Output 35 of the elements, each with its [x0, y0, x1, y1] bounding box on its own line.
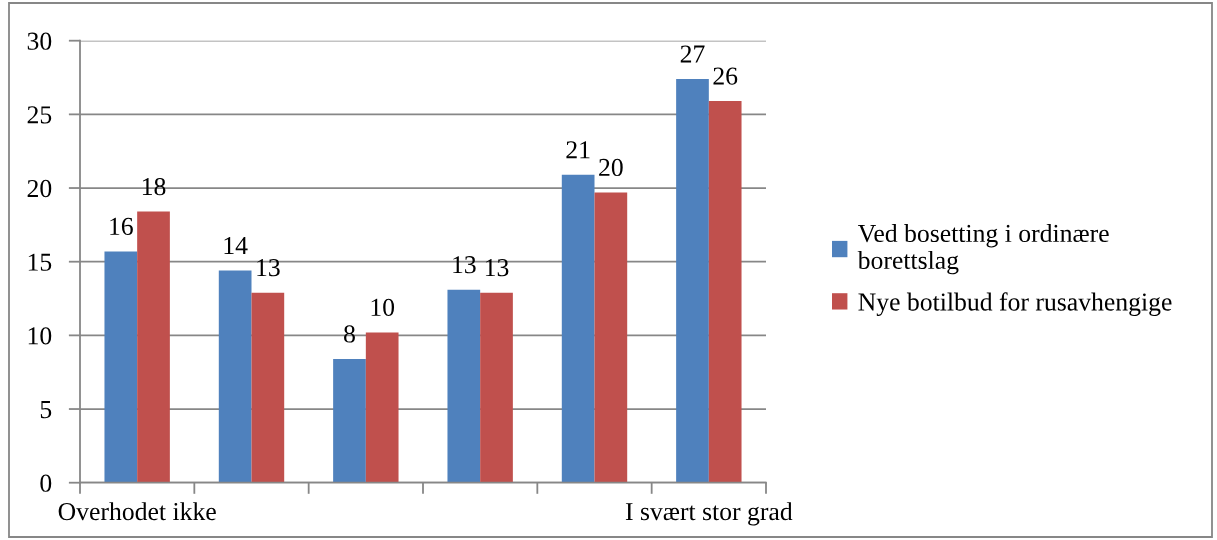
- y-tick-label: 30: [27, 32, 52, 50]
- data-label: 13: [485, 259, 509, 277]
- bar: [561, 174, 595, 483]
- bar: [365, 332, 399, 483]
- y-tick-label: 0: [40, 474, 52, 492]
- bar: [676, 79, 709, 483]
- bar: [137, 211, 170, 483]
- data-label: 27: [680, 45, 705, 63]
- bar: [251, 292, 285, 483]
- x-tick-label: Overhodet ikke: [58, 502, 216, 521]
- bar: [104, 251, 138, 483]
- data-label: 26: [713, 67, 738, 85]
- data-label: 10: [371, 298, 395, 317]
- bar: [218, 270, 252, 483]
- y-tick-label: 5: [40, 401, 52, 419]
- bar: [447, 289, 481, 483]
- bar: [480, 292, 513, 483]
- data-label: 14: [224, 236, 248, 254]
- legend-label: Nye botilbud for rusavhengige: [858, 292, 1172, 316]
- y-tick-label: 20: [27, 179, 52, 198]
- legend-label: Ved bosetting i ordinære borettslag: [857, 224, 1109, 275]
- y-tick-label: 10: [28, 327, 52, 345]
- bar: [708, 101, 742, 483]
- data-label: 21: [566, 141, 590, 159]
- data-label: 13: [453, 256, 476, 274]
- bar: [333, 358, 366, 483]
- data-label: 13: [257, 259, 280, 277]
- data-label: 18: [142, 177, 166, 196]
- data-label: 8: [344, 325, 355, 343]
- data-label: 16: [110, 217, 133, 236]
- data-label: 20: [599, 158, 623, 177]
- y-tick-label: 15: [28, 253, 52, 271]
- bar: [594, 192, 628, 483]
- x-tick-label: I svært stor grad: [625, 502, 793, 526]
- y-tick-label: 25: [27, 106, 52, 124]
